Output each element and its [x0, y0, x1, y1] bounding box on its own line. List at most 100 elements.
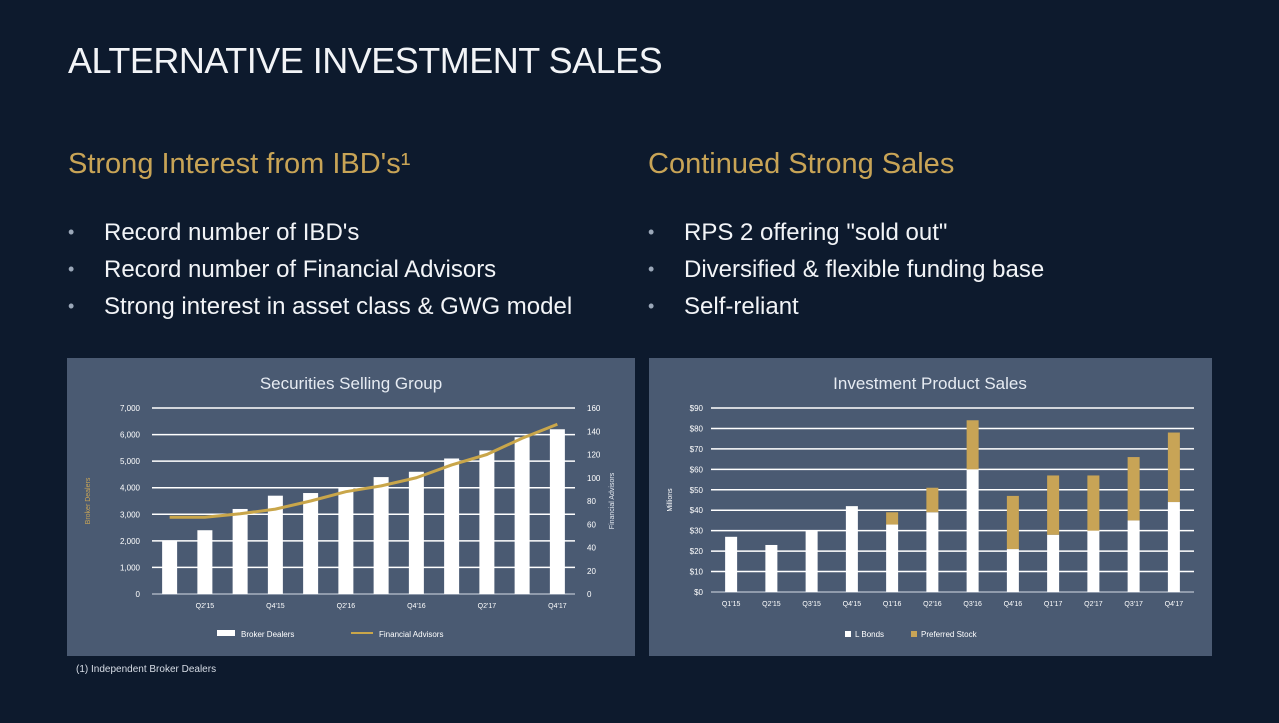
bar-l-bonds	[886, 524, 899, 592]
left-heading: Strong Interest from IBD's¹	[68, 148, 411, 180]
x-tick-label: Q4'16	[407, 603, 426, 610]
securities-selling-group-chart: Securities Selling Group 0 1,000 2,000 3,000…	[67, 358, 635, 656]
bar	[232, 508, 248, 594]
x-tick-label: Q1'16	[883, 601, 902, 608]
list-item: • Record number of Financial Advisors	[68, 251, 572, 288]
y-tick-label: 4,000	[120, 484, 141, 493]
legend-swatch-bar	[217, 630, 235, 636]
x-tick-label: Q2'15	[762, 601, 781, 608]
y2-tick-label: 40	[587, 544, 596, 553]
x-tick-label: Q2'16	[337, 603, 356, 610]
bar-l-bonds	[1087, 530, 1100, 592]
bar	[338, 487, 354, 594]
investment-product-sales-chart: Investment Product Sales $0 $10 $20 $30 $40 $5…	[649, 358, 1212, 656]
bullet-icon: •	[648, 222, 655, 242]
y-tick-label: 0	[136, 590, 141, 599]
x-tick-label: Q2'17	[1084, 601, 1103, 608]
bullet-icon: •	[68, 259, 75, 279]
bar-l-bonds	[1006, 549, 1019, 592]
y-tick-label: 5,000	[120, 457, 141, 466]
bar	[303, 493, 319, 594]
y-tick-label: $30	[690, 527, 704, 536]
y2-tick-label: 0	[587, 590, 592, 599]
list-item: • Record number of IBD's	[68, 214, 572, 251]
bar	[373, 477, 389, 594]
x-tick-label: Q1'15	[722, 601, 741, 608]
series-line-financial-advisors	[169, 422, 558, 519]
y-tick-label: 7,000	[120, 404, 141, 413]
x-tick-label: Q4'15	[266, 603, 285, 610]
bar-preferred-stock	[1127, 457, 1140, 521]
list-item: • Self-reliant	[648, 288, 1044, 325]
page-title: ALTERNATIVE INVESTMENT SALES	[68, 40, 663, 81]
y-tick-label: $70	[690, 445, 704, 454]
bar-l-bonds	[1167, 502, 1180, 592]
legend-label: L Bonds	[855, 630, 884, 639]
right-heading: Continued Strong Sales	[648, 148, 955, 180]
y2-tick-label: 160	[587, 404, 601, 413]
bar-preferred-stock	[1047, 475, 1060, 535]
x-tick-label: Q4'15	[843, 601, 862, 608]
x-tick-label: Q4'17	[1165, 601, 1184, 608]
y-tick-label: $80	[690, 424, 704, 433]
y-tick-label: $90	[690, 404, 704, 413]
y-axis-label: Broker Dealers	[85, 477, 92, 524]
y-tick-label: 2,000	[120, 537, 141, 546]
x-tick-label: Q3'15	[802, 601, 821, 608]
bar-l-bonds	[1127, 520, 1140, 592]
bar	[408, 471, 424, 594]
bullet-icon: •	[68, 296, 75, 316]
x-tick-label: Q4'17	[548, 603, 567, 610]
footnote: (1) Independent Broker Dealers	[76, 664, 217, 675]
bar-l-bonds	[725, 536, 738, 592]
bar	[197, 530, 213, 594]
y-tick-label: $60	[690, 465, 704, 474]
chart-title: Investment Product Sales	[833, 374, 1027, 393]
bar-l-bonds	[765, 544, 778, 592]
bar-preferred-stock	[886, 512, 899, 525]
y2-tick-label: 140	[587, 427, 601, 436]
y-tick-label: $20	[690, 547, 704, 556]
y2-tick-label: 60	[587, 520, 596, 529]
chart-1-svg: Securities Selling Group 0 1,000 2,000 3,000…	[85, 374, 616, 639]
bar-preferred-stock	[1167, 432, 1180, 503]
y2-tick-label: 120	[587, 451, 601, 460]
y-tick-label: 1,000	[120, 563, 141, 572]
chart-title: Securities Selling Group	[260, 374, 442, 393]
bar-preferred-stock	[1087, 475, 1100, 531]
x-tick-label: Q2'15	[196, 603, 215, 610]
bullet-icon: •	[648, 296, 655, 316]
bar-l-bonds	[845, 506, 858, 592]
y-tick-label: 6,000	[120, 431, 141, 440]
bar	[267, 495, 283, 594]
bar-l-bonds	[1047, 534, 1060, 592]
bar	[444, 458, 460, 594]
bar	[479, 450, 495, 594]
legend-swatch-l-bonds	[845, 631, 851, 637]
legend-label: Financial Advisors	[379, 630, 443, 639]
chart-2-svg: Investment Product Sales $0 $10 $20 $30 $40 $5…	[667, 374, 1194, 639]
legend-label: Preferred Stock	[921, 630, 978, 639]
list-item: • RPS 2 offering "sold out"	[648, 214, 1044, 251]
x-tick-label: Q2'17	[478, 603, 497, 610]
y-tick-label: $0	[694, 588, 703, 597]
bar-l-bonds	[926, 512, 939, 592]
left-bullet-list: • Record number of IBD's • Record number o…	[68, 214, 572, 325]
bar	[514, 437, 530, 594]
bar-preferred-stock	[1006, 495, 1019, 550]
bar-preferred-stock	[926, 487, 939, 513]
y-tick-label: $40	[690, 506, 704, 515]
y2-tick-label: 100	[587, 474, 601, 483]
y2-tick-label: 20	[587, 567, 596, 576]
bullet-icon: •	[68, 222, 75, 242]
y-tick-label: $50	[690, 486, 704, 495]
x-tick-label: Q4'16	[1004, 601, 1023, 608]
x-tick-label: Q1'17	[1044, 601, 1063, 608]
bar-preferred-stock	[966, 420, 979, 470]
y2-axis-label: Financial Advisors	[609, 472, 616, 529]
bullet-icon: •	[648, 259, 655, 279]
legend-label: Broker Dealers	[241, 630, 294, 639]
bar	[162, 540, 178, 594]
y2-tick-label: 80	[587, 497, 596, 506]
list-item: • Diversified & flexible funding base	[648, 251, 1044, 288]
